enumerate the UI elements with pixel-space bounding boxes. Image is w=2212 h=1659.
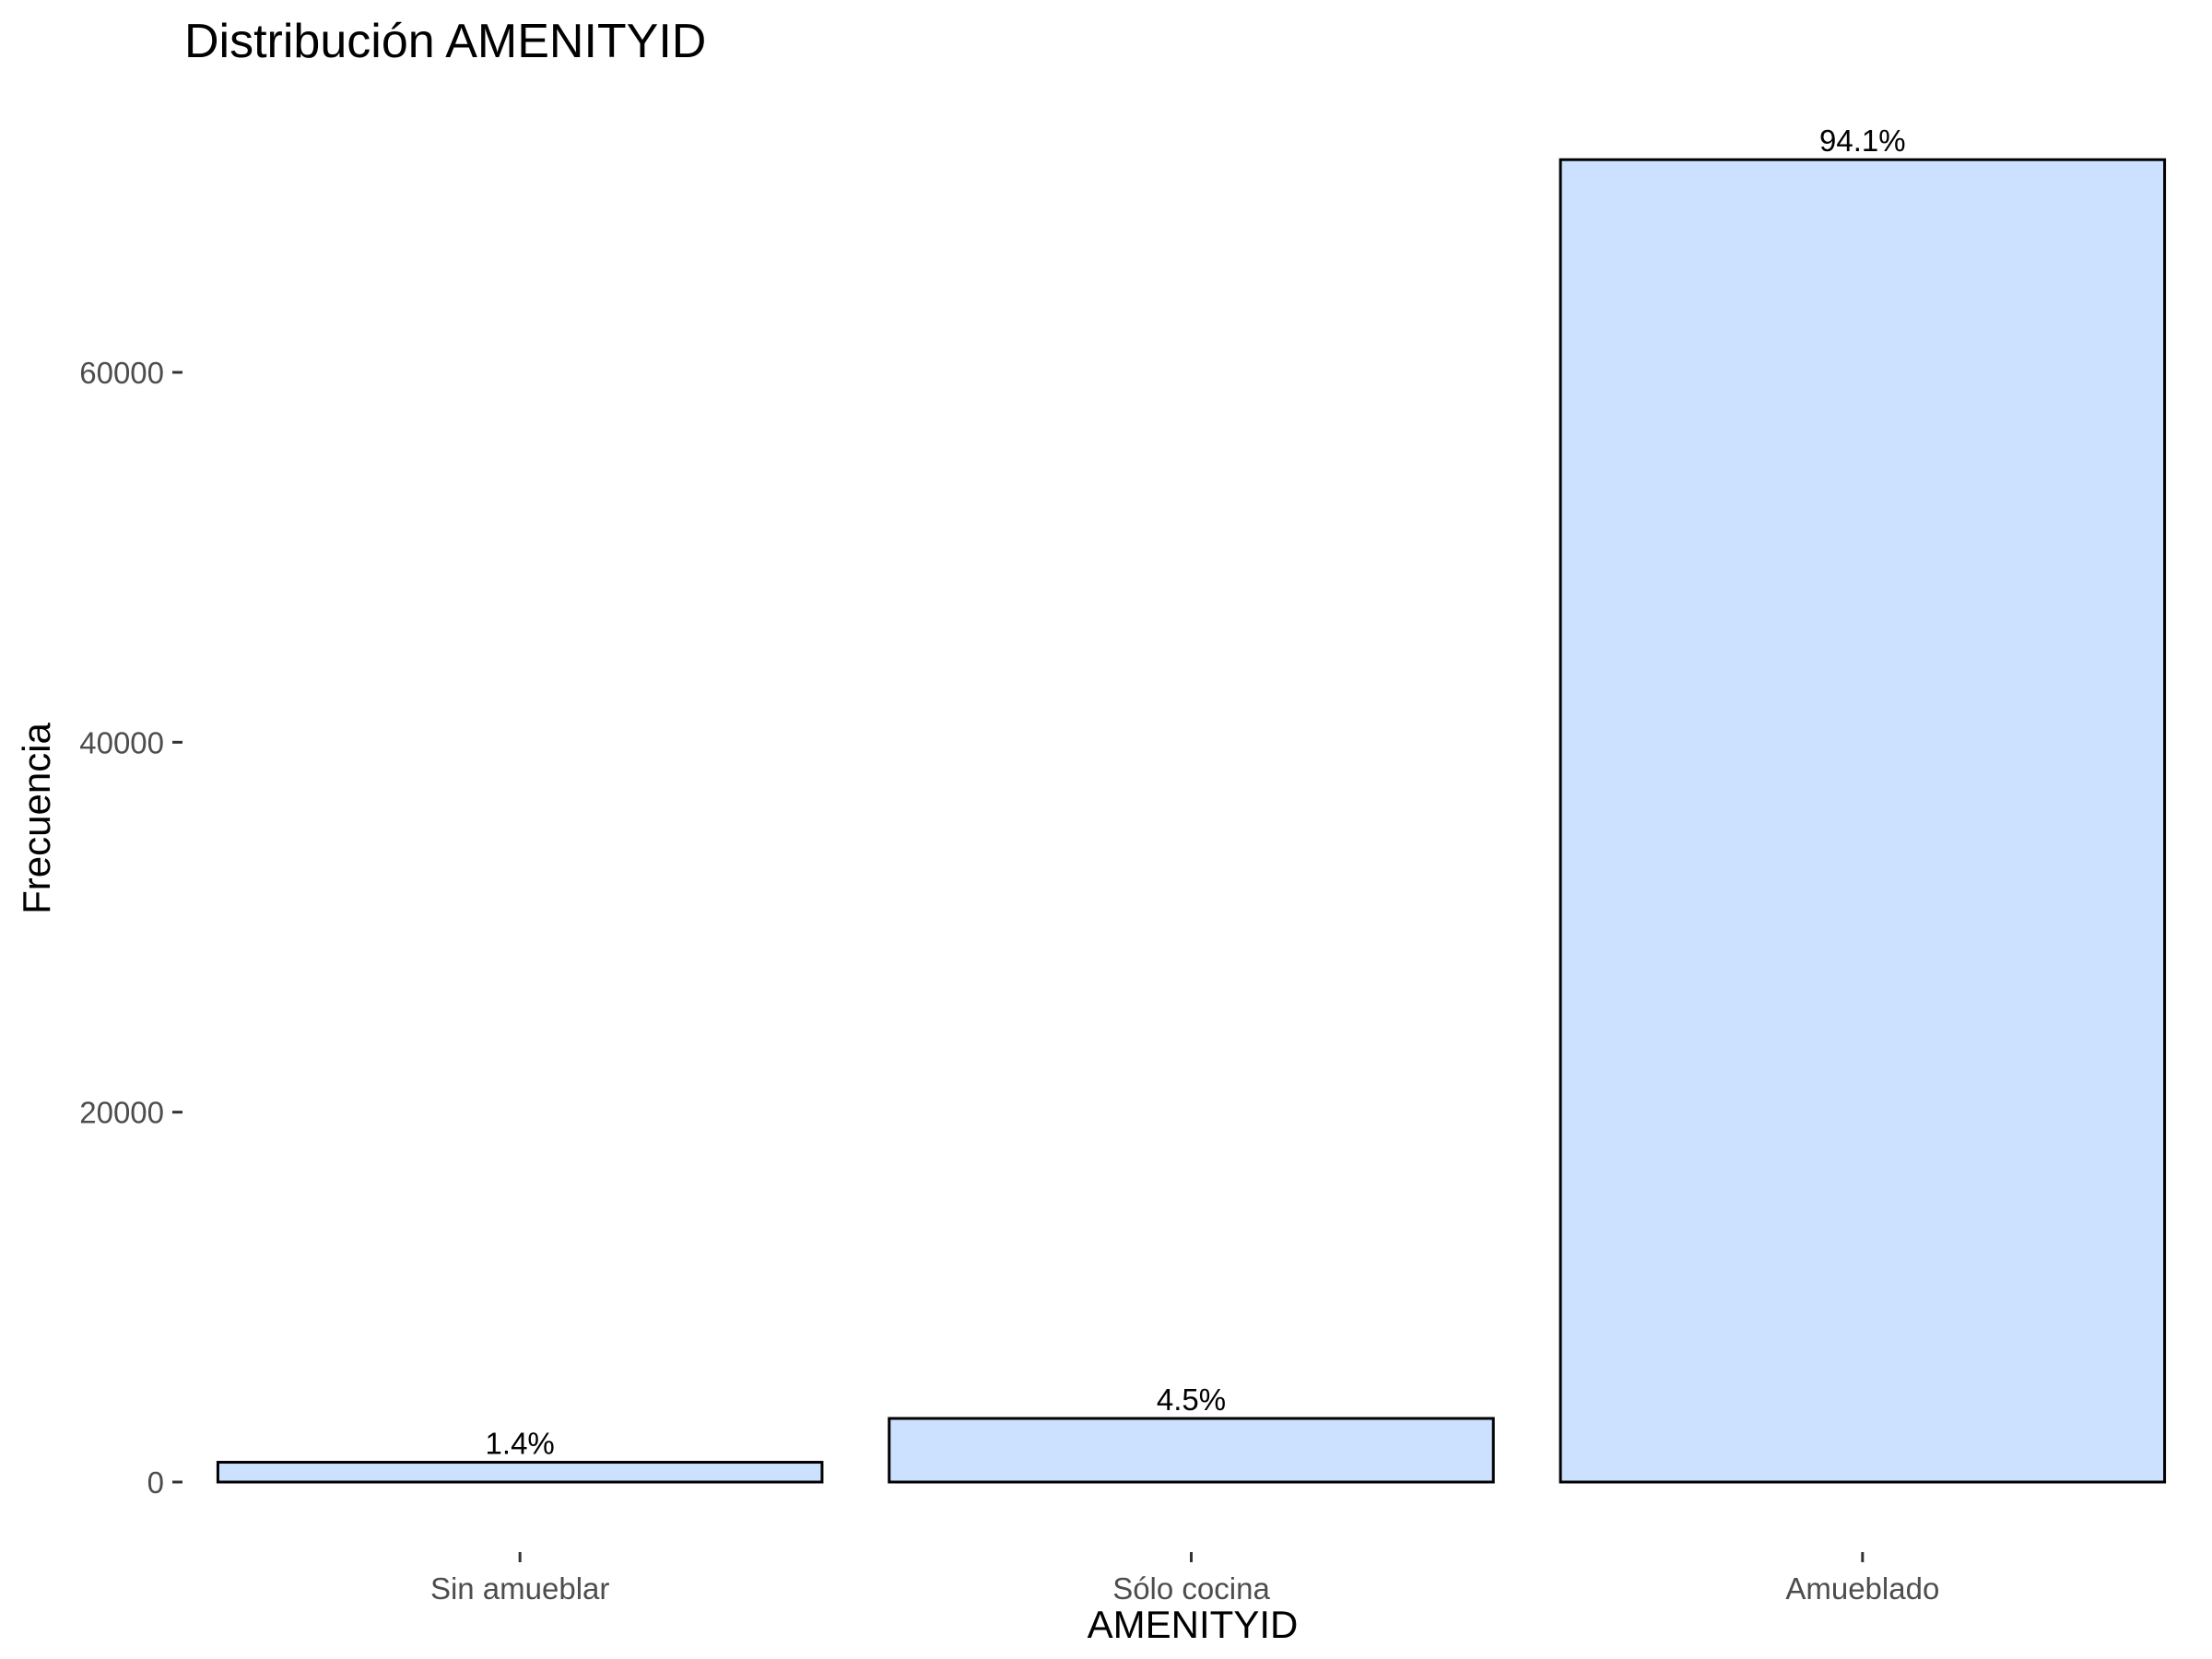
bar [888, 1417, 1495, 1484]
data-label: 1.4% [486, 1427, 555, 1461]
data-label: 94.1% [1819, 124, 1906, 158]
x-tick-label: Sólo cocina [1112, 1571, 1270, 1606]
chart-title: Distribución AMENITYID [184, 15, 706, 68]
y-tick-label: 0 [147, 1465, 164, 1500]
y-tick-label: 60000 [79, 356, 164, 390]
data-label: 4.5% [1157, 1382, 1226, 1417]
y-tick-label: 20000 [79, 1096, 164, 1130]
x-tick-label: Amueblado [1785, 1571, 1939, 1606]
y-axis: 0 20000 40000 60000 [79, 356, 182, 1500]
data-labels-group: 1.4% 4.5% 94.1% [486, 124, 1906, 1460]
bar [1559, 158, 2167, 1484]
x-axis: Sin amueblar Sólo cocina Amueblado [430, 1552, 1939, 1606]
x-axis-title: AMENITYID [1088, 1603, 1299, 1646]
x-tick-label: Sin amueblar [430, 1571, 609, 1606]
bar [216, 1461, 824, 1484]
y-axis-title: Frecuencia [15, 722, 58, 913]
bars-group [216, 158, 2167, 1484]
y-tick-label: 40000 [79, 725, 164, 759]
